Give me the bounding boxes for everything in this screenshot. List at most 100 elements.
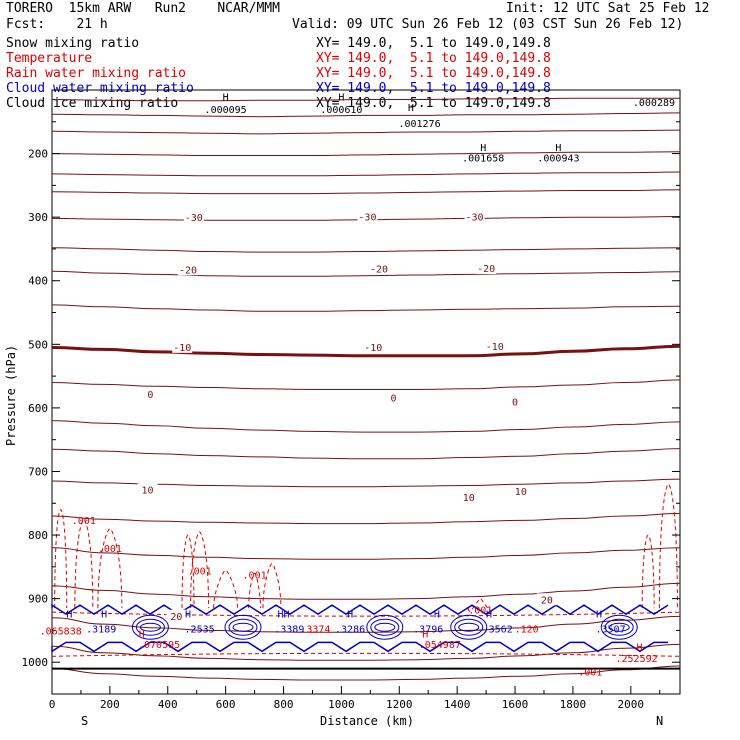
init-time: Init: 12 UTC Sat 25 Feb 12 (506, 1, 710, 16)
rain-label: .054987 (419, 640, 461, 651)
isotherm-25 (51, 512, 681, 525)
max-marker: H (185, 609, 191, 620)
south-label: S (81, 714, 88, 728)
legend-cloud-water-xy: XY= 149.0, 5.1 to 149.0,149.8 (316, 81, 551, 96)
x-tick-label: 2000 (618, 698, 645, 711)
rain-shaft (190, 531, 210, 609)
temp-label-bg (369, 262, 390, 275)
rain-shaft (248, 572, 262, 609)
cloud-water-cell (450, 614, 488, 640)
legend-rain-xy: XY= 149.0, 5.1 to 149.0,149.8 (316, 66, 551, 81)
legend-snow: Snow mixing ratio (6, 36, 140, 51)
cloud-water-cell (135, 618, 165, 636)
temp-label-bg (536, 593, 557, 606)
temp-label-bg (458, 490, 479, 503)
y-tick-label: 700 (28, 465, 48, 478)
x-tick-label: 1000 (328, 698, 355, 711)
rain-shaft (97, 528, 123, 609)
isotherm--15 (51, 247, 681, 253)
temp-label: -30 (465, 213, 483, 224)
rain-label: .070595 (138, 640, 180, 651)
snow-max-label: .000095 (205, 105, 247, 116)
x-axis-title: Distance (km) (320, 714, 414, 728)
max-marker: H (422, 630, 428, 641)
cloud-water-cell (224, 614, 262, 640)
temp-label: 0 (147, 390, 153, 401)
temp-label: -10 (486, 342, 504, 353)
legend-temperature-xy: XY= 149.0, 5.1 to 149.0,149.8 (316, 51, 551, 66)
cloud-water-cell (454, 618, 484, 636)
x-tick-label: 0 (49, 698, 56, 711)
temp-label-bg (178, 263, 199, 276)
x-tick-label: 200 (100, 698, 120, 711)
cloud-water-label: .3189 (86, 625, 116, 636)
cloud-water-cell (608, 622, 630, 632)
x-tick-label: 1200 (386, 698, 413, 711)
temp-label-bg (137, 483, 158, 496)
y-tick-label: 400 (28, 275, 48, 288)
temp-label-bg (464, 210, 485, 223)
temp-label-bg (140, 387, 161, 400)
cloud-water-cell (600, 614, 638, 640)
cloud-water-label: .3796 (413, 625, 443, 636)
rain-label: .001 (468, 605, 492, 616)
temp-label-bg (166, 609, 187, 622)
cloud-water-label: .3389 (274, 625, 304, 636)
rain-shaft (54, 509, 68, 609)
temp-label: -30 (185, 213, 203, 224)
isotherm-0 (51, 344, 681, 358)
isotherm-35 (51, 582, 681, 600)
temp-label-bg (383, 391, 404, 404)
rain-label: .001 (98, 544, 122, 555)
rain-shaft (181, 534, 195, 609)
rain-envelope-top (51, 611, 681, 617)
cloud-water-label: .3562 (483, 625, 513, 636)
y-tick-label: 500 (28, 338, 48, 351)
rain-shaft (658, 483, 678, 609)
isotherm-15 (51, 448, 681, 460)
y-tick-label: 300 (28, 211, 48, 224)
model-title: TORERO 15km ARW Run2 NCAR/MMM (6, 1, 280, 16)
temp-label: 10 (463, 493, 475, 504)
snow-max-label: .000289 (633, 98, 675, 109)
temp-label-bg (363, 340, 384, 353)
north-label: N (656, 714, 663, 728)
temp-label-bg (172, 340, 193, 353)
cloud-water-cell (604, 618, 634, 636)
temp-label: 20 (170, 612, 182, 623)
legend-temperature: Temperature (6, 51, 93, 66)
rain-label: .001 (243, 570, 267, 581)
temp-label: -20 (477, 264, 495, 275)
isotherm--35 (51, 151, 681, 156)
temp-label: -20 (370, 265, 388, 276)
temp-label-bg (505, 395, 526, 408)
y-tick-label: 900 (28, 593, 48, 606)
cloud-water-cell (232, 622, 254, 632)
cloud-water-top (51, 603, 669, 616)
x-tick-label: 400 (158, 698, 178, 711)
max-marker: H (408, 103, 414, 114)
temp-label: -30 (358, 213, 376, 224)
temp-label: 10 (515, 487, 527, 498)
max-marker: H (347, 609, 353, 620)
isotherm-40 (51, 615, 681, 633)
isotherm--40 (51, 129, 681, 135)
max-marker: H (636, 642, 642, 653)
x-tick-label: 1800 (560, 698, 587, 711)
rain-label: .001 (188, 567, 212, 578)
max-marker: H (223, 92, 229, 103)
temp-label-bg (510, 485, 531, 498)
cloud-water-label: .3507 (595, 625, 625, 636)
temp-label: -10 (364, 343, 382, 354)
max-marker: H (596, 609, 602, 620)
temp-label-bg (476, 262, 497, 275)
y-tick-label: 1000 (22, 656, 49, 669)
rain-shaft (74, 518, 94, 609)
max-marker: H (555, 143, 561, 154)
isotherm--45 (51, 112, 681, 118)
cloud-water-cell (139, 622, 161, 632)
temp-label: 10 (141, 485, 153, 496)
misc-label: .120 (515, 625, 539, 636)
cloud-water-bottom (51, 641, 668, 653)
